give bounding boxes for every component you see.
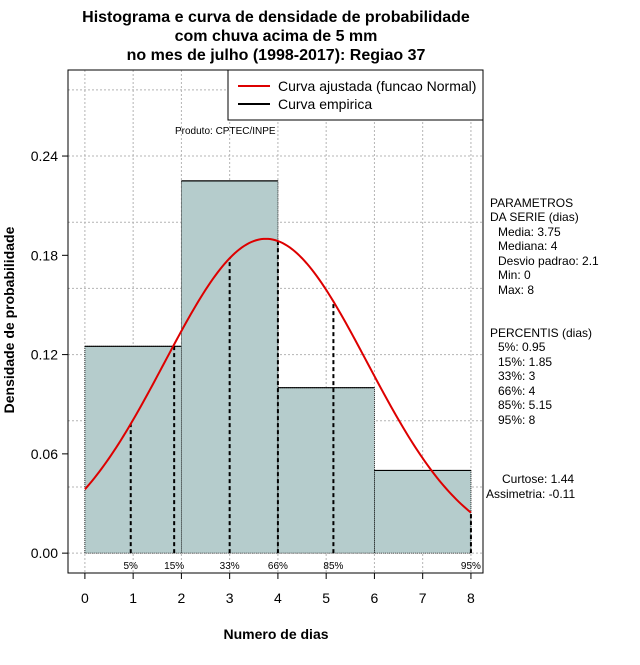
histogram-bar-2 — [277, 387, 375, 554]
legend-label-empirical: Curva empirica — [278, 96, 372, 112]
percentile-label-5: 5% — [124, 561, 139, 572]
bars-layer — [84, 180, 472, 554]
y-tick-label-2: 0.12 — [31, 347, 58, 363]
x-tick-label-6: 6 — [371, 590, 379, 606]
x-tick-label-4: 4 — [274, 590, 282, 606]
title-line-1: Histograma e curva de densidade de proba… — [82, 9, 470, 26]
x-tick-label-1: 1 — [129, 590, 137, 606]
shape-stats-panel: Curtose: 1.44 Assimetria: -0.11 — [486, 472, 575, 501]
y-tick-label-0: 0.00 — [31, 545, 58, 561]
x-tick-label-0: 0 — [81, 590, 89, 606]
percentile-label-15: 15% — [164, 561, 184, 572]
y-tick-label-1: 0.06 — [31, 446, 58, 462]
percentis-heading: PERCENTIS (dias) — [490, 326, 592, 340]
parametros-panel: PARAMETROS DA SERIE (dias) Media: 3.75 M… — [490, 196, 599, 297]
parametros-desvio: Desvio padrao: 2.1 — [498, 254, 599, 268]
percentile-label-33: 33% — [220, 561, 240, 572]
histogram-bar-3 — [374, 470, 472, 554]
axes-layer: 0 1 2 3 4 5 6 7 8 0.00 0.06 0.12 0.18 0.24 — [31, 148, 475, 606]
x-tick-label-5: 5 — [322, 590, 330, 606]
parametros-media: Media: 3.75 — [498, 225, 561, 239]
y-tick-label-4: 0.24 — [31, 148, 58, 164]
percentile-label-66: 66% — [268, 561, 288, 572]
curve-layer — [84, 237, 472, 514]
percentis-15: 15%: 1.85 — [498, 355, 552, 369]
y-axis-label: Densidade de probabilidade — [1, 226, 17, 413]
x-tick-label-7: 7 — [419, 590, 427, 606]
percentis-95: 95%: 8 — [498, 413, 536, 427]
y-tick-label-3: 0.18 — [31, 247, 58, 263]
percentis-85: 85%: 5.15 — [498, 398, 552, 412]
title-line-3: no mes de julho (1998-2017): Regiao 37 — [127, 47, 426, 64]
legend-label-fitted: Curva ajustada (funcao Normal) — [278, 78, 476, 94]
histogram-bar-0 — [84, 345, 182, 554]
parametros-mediana: Mediana: 4 — [498, 239, 558, 253]
percentile-layer: 5% 15% 33% 66% 85% 95% — [124, 241, 481, 572]
percentis-5: 5%: 0.95 — [498, 340, 546, 354]
fitted-normal-curve — [84, 237, 472, 514]
parametros-min: Min: 0 — [498, 268, 531, 282]
parametros-max: Max: 8 — [498, 283, 534, 297]
title-line-2: com chuva acima de 5 mm — [175, 28, 378, 45]
histogram-bar-1 — [181, 180, 279, 554]
x-tick-label-8: 8 — [467, 590, 475, 606]
stat-curtose: Curtose: 1.44 — [502, 472, 574, 486]
percentile-label-85: 85% — [323, 561, 343, 572]
chart-title: Histograma e curva de densidade de proba… — [82, 9, 470, 64]
x-tick-label-2: 2 — [178, 590, 186, 606]
stat-assimetria: Assimetria: -0.11 — [486, 487, 575, 501]
x-axis-label: Numero de dias — [223, 626, 328, 642]
parametros-heading-2: DA SERIE (dias) — [490, 210, 579, 224]
x-tick-label-3: 3 — [226, 590, 234, 606]
percentile-label-95: 95% — [461, 561, 481, 572]
percentis-33: 33%: 3 — [498, 369, 536, 383]
parametros-heading-1: PARAMETROS — [490, 196, 573, 210]
percentis-66: 66%: 4 — [498, 384, 536, 398]
product-label: Produto: CPTEC/INPE — [175, 126, 276, 137]
percentis-panel: PERCENTIS (dias) 5%: 0.95 15%: 1.85 33%:… — [490, 326, 592, 427]
legend: Curva ajustada (funcao Normal) Curva emp… — [227, 69, 484, 121]
legend-box — [227, 69, 484, 121]
